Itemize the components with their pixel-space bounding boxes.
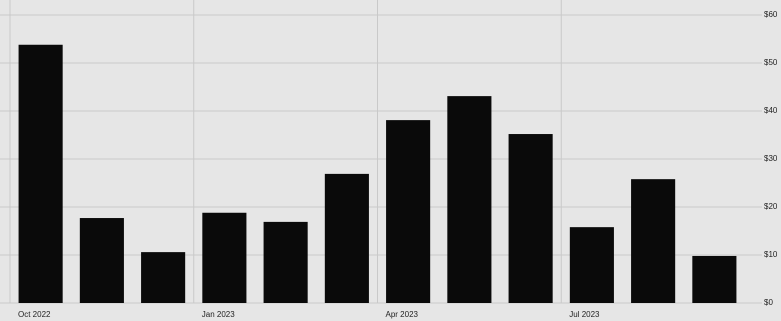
bar xyxy=(569,227,614,303)
x-tick-label: Oct 2022 xyxy=(18,310,51,319)
bar xyxy=(386,120,431,304)
bar xyxy=(18,44,63,303)
y-tick-label: $60 xyxy=(764,10,778,19)
y-tick-label: $40 xyxy=(764,106,778,115)
bar xyxy=(79,218,124,303)
bar xyxy=(324,173,369,303)
y-tick-label: $30 xyxy=(764,154,778,163)
bar xyxy=(263,221,308,303)
y-tick-label: $10 xyxy=(764,250,778,259)
bar xyxy=(202,212,247,303)
bar xyxy=(692,255,737,303)
bar xyxy=(508,134,553,303)
bar xyxy=(631,179,676,303)
bar xyxy=(447,96,492,304)
y-tick-label: $20 xyxy=(764,202,778,211)
x-tick-label: Jan 2023 xyxy=(202,310,235,319)
y-tick-label: $50 xyxy=(764,58,778,67)
x-tick-label: Apr 2023 xyxy=(386,310,419,319)
y-tick-label: $0 xyxy=(764,298,773,307)
bar xyxy=(141,252,186,303)
x-tick-label: Jul 2023 xyxy=(569,310,600,319)
